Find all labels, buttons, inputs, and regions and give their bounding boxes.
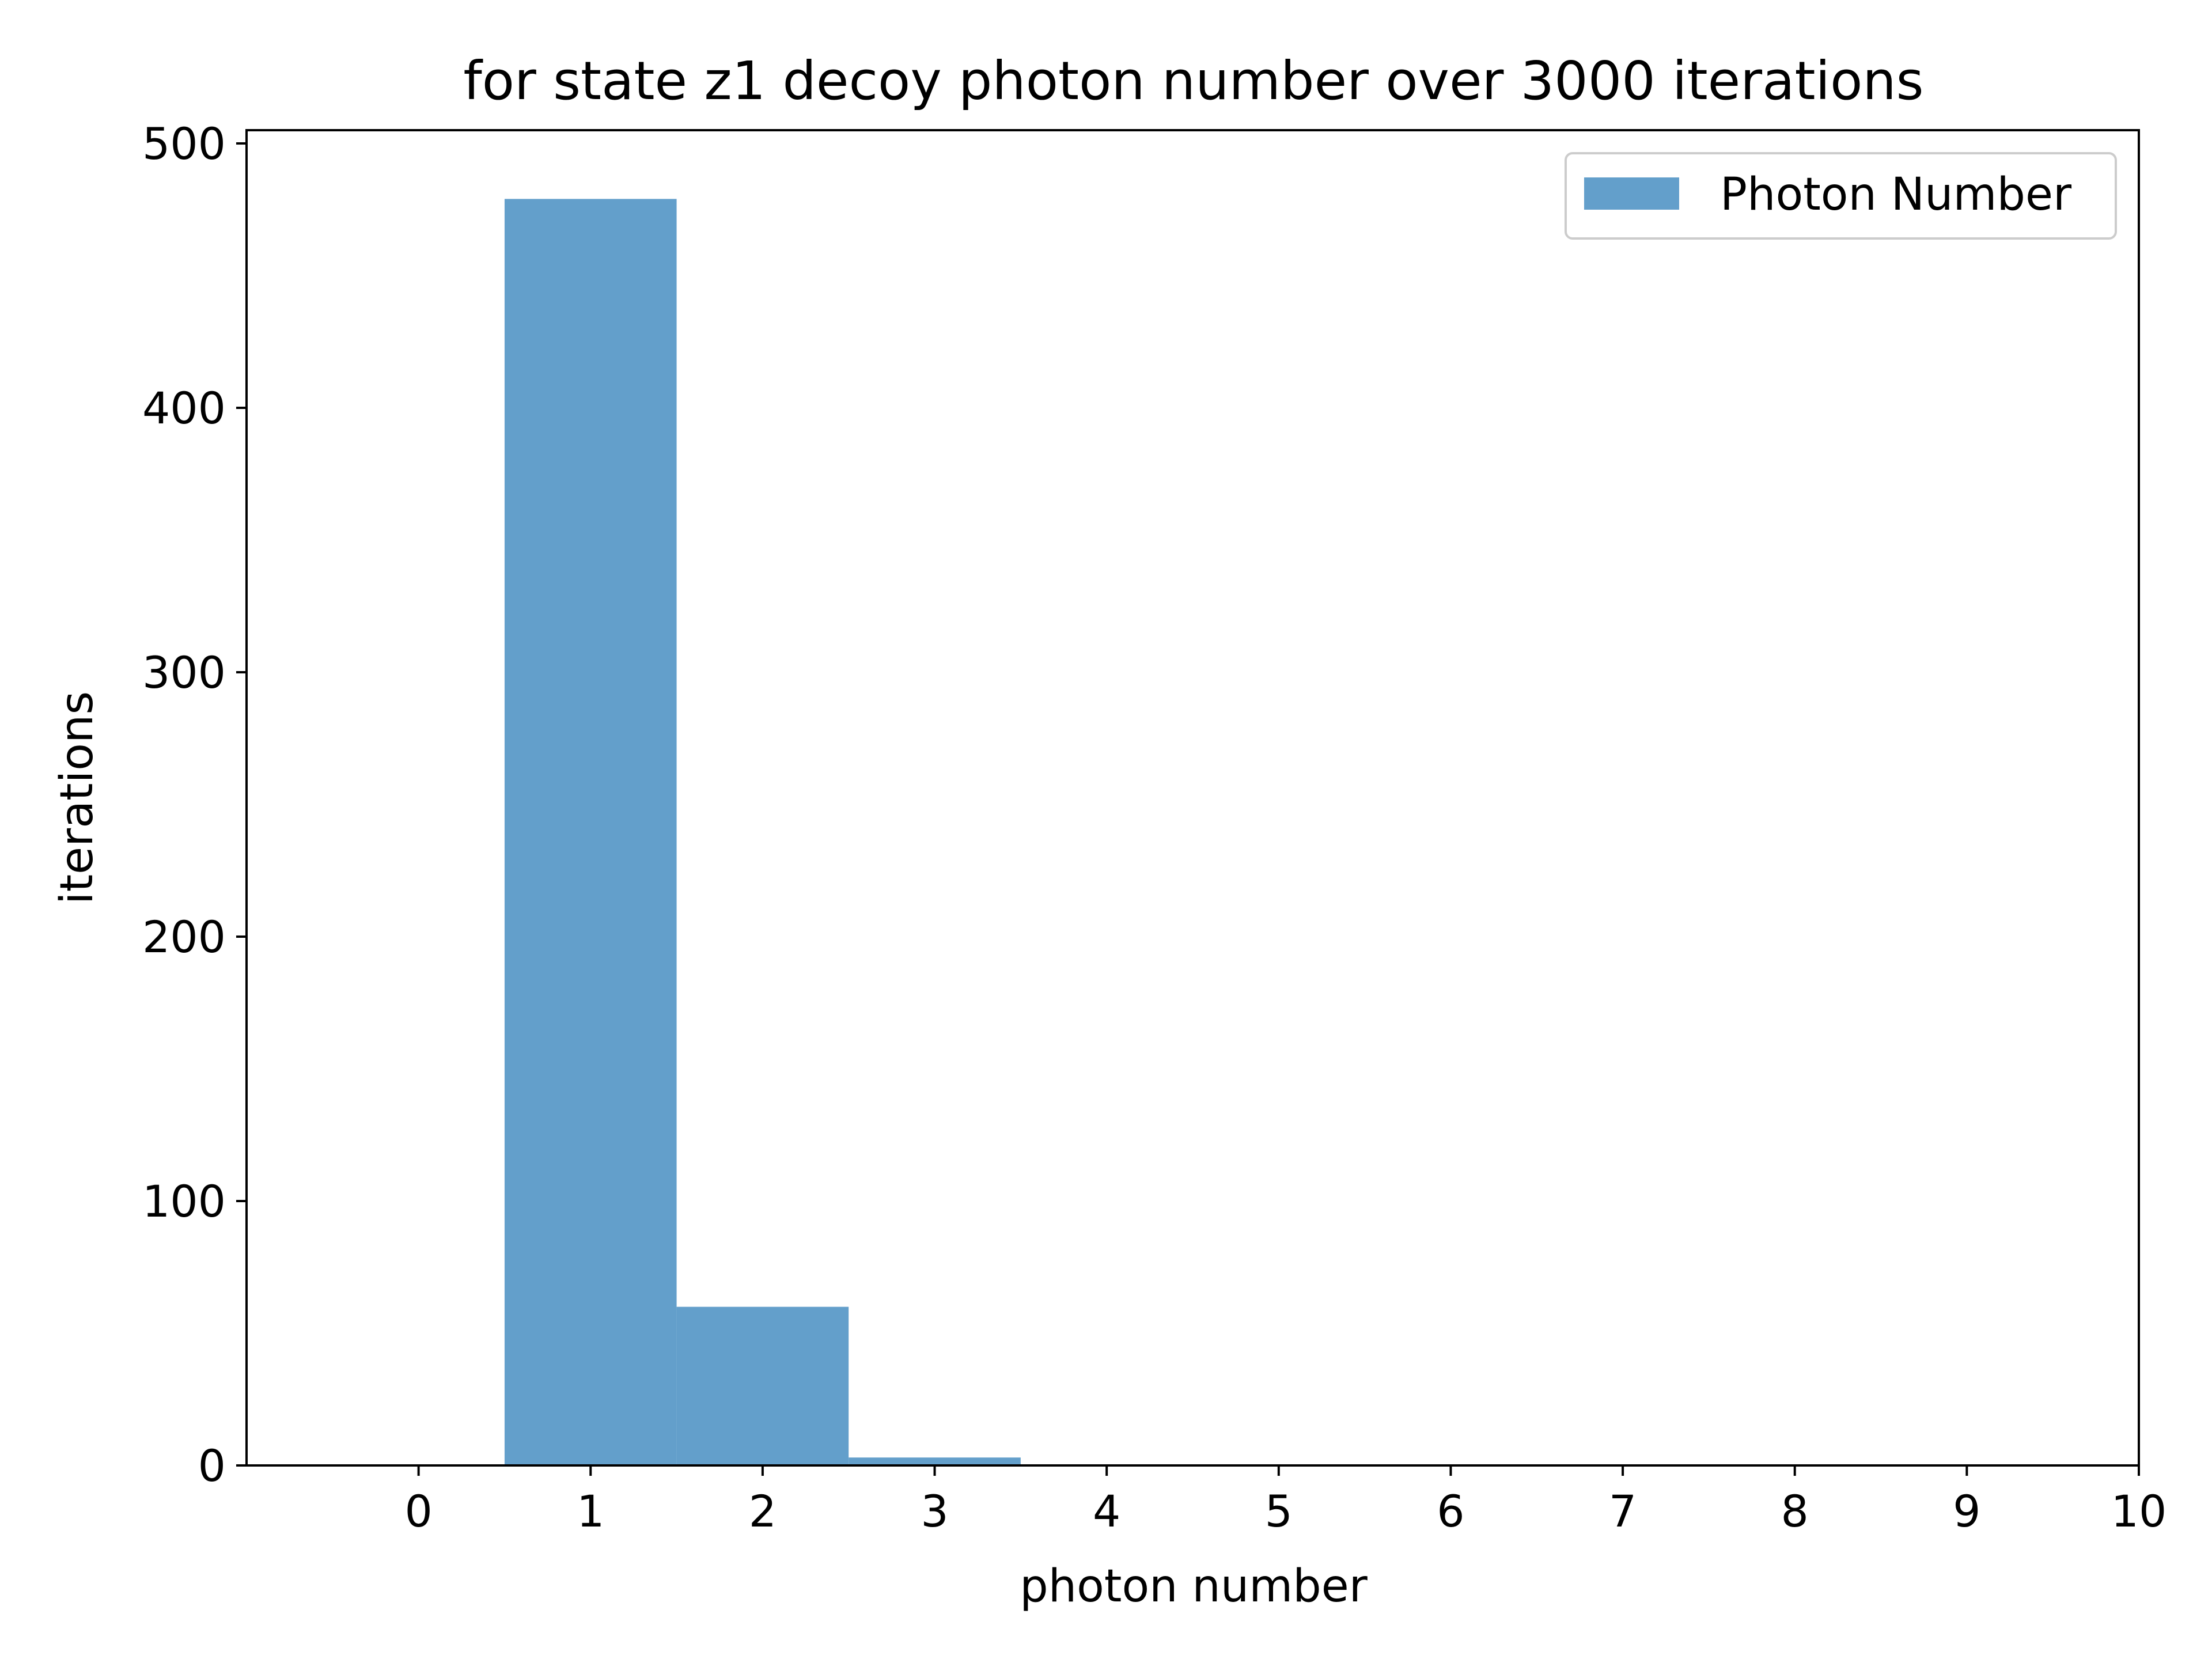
- y-axis-label: iterations: [51, 691, 103, 904]
- y-axis-ticks: 0 100 200 300 400 500: [142, 118, 247, 1491]
- x-tick-label: 8: [1781, 1486, 1809, 1537]
- x-tick-label: 10: [2111, 1486, 2167, 1537]
- legend-box: [1565, 152, 2117, 240]
- plot-frame: [245, 129, 2140, 1467]
- x-tick-label: 3: [921, 1486, 948, 1537]
- chart-title: for state z1 decoy photon number over 30…: [463, 50, 1923, 112]
- x-tick-label: 9: [1953, 1486, 1980, 1537]
- x-tick-label: 6: [1437, 1486, 1464, 1537]
- y-tick-label: 200: [142, 911, 226, 963]
- x-axis-label: photon number: [1020, 1560, 1368, 1612]
- x-tick-label: 4: [1093, 1486, 1120, 1537]
- bars-group: [504, 199, 1021, 1466]
- legend-label: Photon Number: [1720, 169, 2072, 221]
- y-tick-label: 500: [142, 118, 226, 169]
- histogram-bar: [849, 1457, 1021, 1465]
- x-tick-label: 0: [404, 1486, 432, 1537]
- y-tick-label: 400: [142, 382, 226, 434]
- y-tick-label: 0: [198, 1440, 226, 1491]
- legend: Photon Number: [1565, 152, 2117, 240]
- x-tick-label: 7: [1609, 1486, 1637, 1537]
- y-tick-label: 100: [142, 1176, 226, 1227]
- y-tick-label: 300: [142, 647, 226, 698]
- histogram-bar: [504, 199, 677, 1466]
- legend-swatch: [1584, 177, 1679, 210]
- x-tick-label: 1: [577, 1486, 604, 1537]
- histogram-bar: [676, 1306, 849, 1465]
- x-tick-label: 5: [1265, 1486, 1293, 1537]
- x-axis-ticks: 0 1 2 3 4 5 6 7 8 9 10: [404, 1465, 2166, 1537]
- x-tick-label: 2: [749, 1486, 777, 1537]
